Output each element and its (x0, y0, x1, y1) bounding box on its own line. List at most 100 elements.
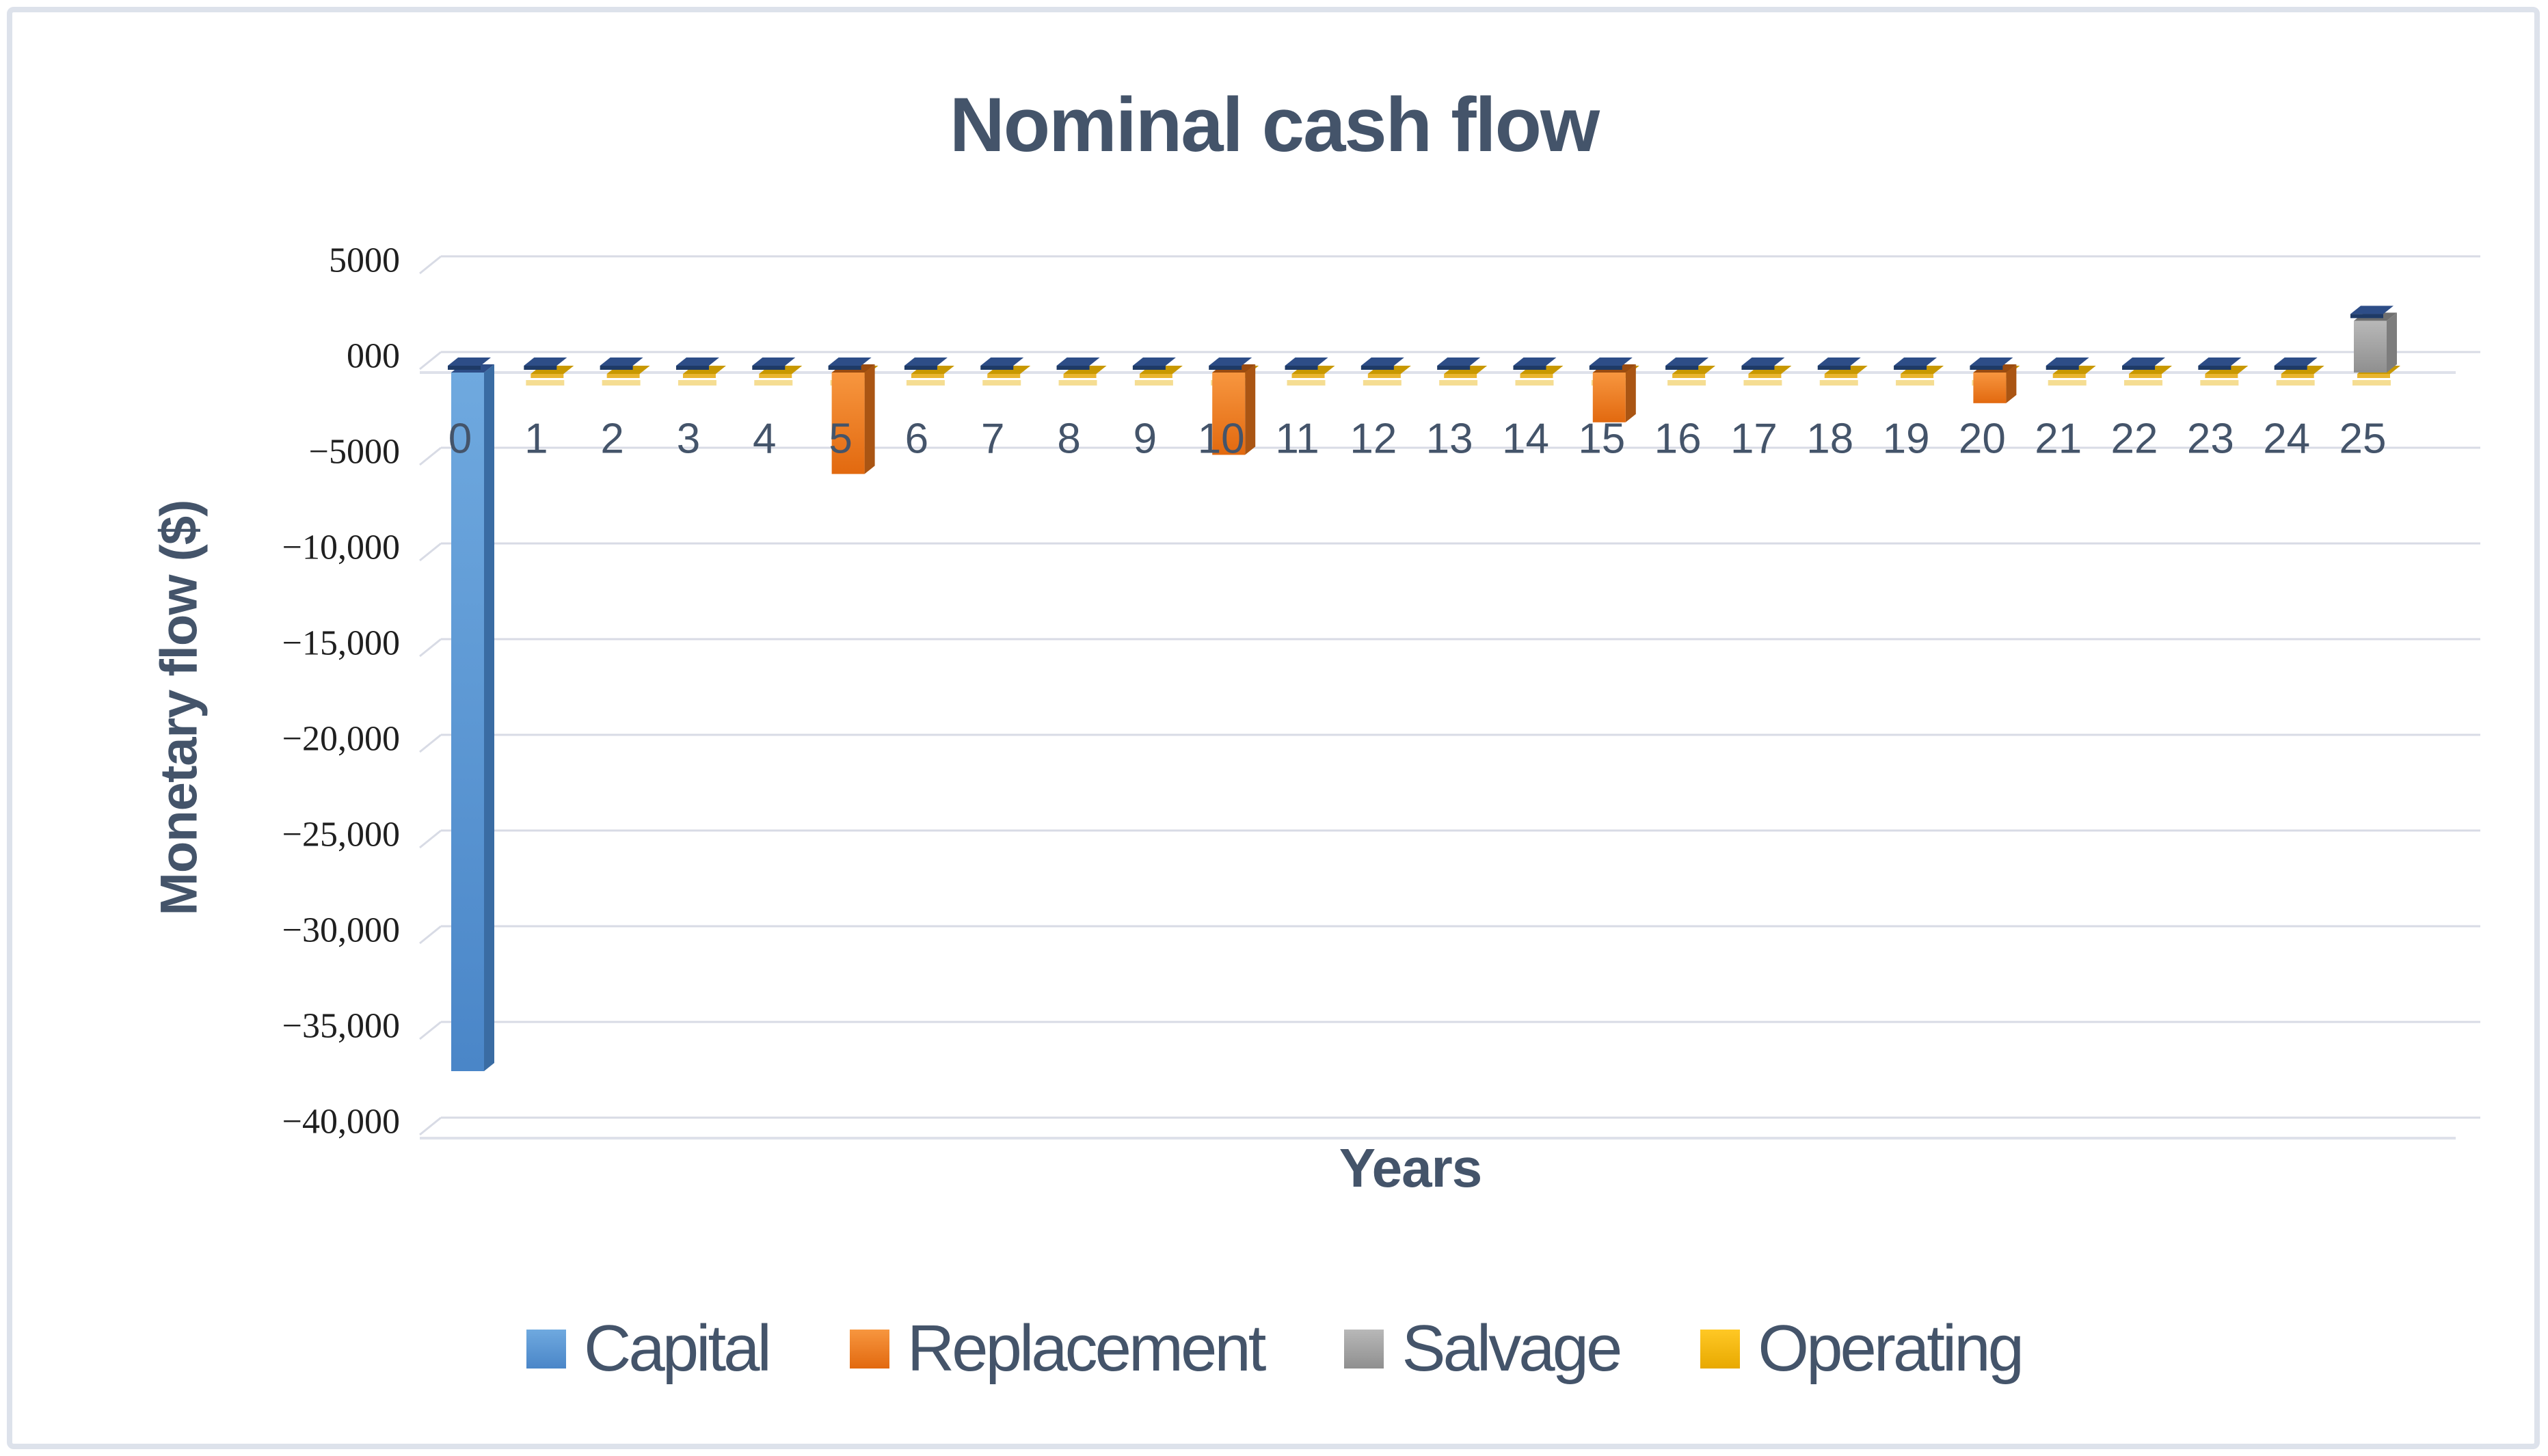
bar-operating-shadow-year-13 (1439, 380, 1478, 386)
bar-operating-shadow-year-16 (1667, 380, 1706, 386)
y-tick-label: −15,000 (282, 624, 400, 663)
legend-item-replacement: Replacement (849, 1312, 1267, 1385)
zero-cap-year-5 (828, 358, 872, 366)
zero-cap-lip-year-2 (600, 366, 633, 370)
zero-cap-year-8 (1056, 358, 1100, 366)
y-tick-label: 5000 (329, 241, 400, 280)
zero-cap-year-13 (1437, 358, 1481, 366)
legend-label-operating: Operating (1758, 1312, 2024, 1385)
x-category-label: 9 (1134, 416, 1157, 463)
gridline-wall-jog (419, 255, 442, 275)
zero-cap-lip-year-6 (904, 366, 937, 370)
x-category-label: 13 (1426, 416, 1473, 463)
bar-capital-side-year-0 (484, 364, 494, 1071)
gridline-wall-jog (419, 446, 442, 466)
legend-label-salvage: Salvage (1402, 1312, 1622, 1385)
bar-operating-shadow-year-3 (678, 380, 716, 386)
bar-operating-shadow-year-6 (906, 380, 945, 386)
x-category-label: 4 (753, 416, 776, 463)
gridline-wall-jog (419, 829, 442, 849)
y-tick-label: −30,000 (282, 911, 400, 950)
bar-operating-lip-year-17 (1748, 374, 1782, 378)
x-category-label: 22 (2111, 416, 2158, 463)
zero-cap-year-4 (752, 358, 796, 366)
zero-cap-year-7 (980, 358, 1024, 366)
zero-cap-year-15 (1589, 358, 1633, 366)
zero-cap-year-19 (1894, 358, 1937, 366)
zero-cap-year-16 (1665, 358, 1709, 366)
bar-operating-lip-year-8 (1063, 374, 1097, 378)
legend-swatch-replacement-icon (849, 1329, 889, 1369)
x-category-label: 18 (1806, 416, 1853, 463)
bar-salvage-side-year-25 (2387, 312, 2397, 373)
zero-cap-lip-year-22 (2122, 366, 2156, 370)
x-category-label: 15 (1578, 416, 1625, 463)
zero-cap-year-1 (524, 358, 567, 366)
y-tick-label: −5000 (309, 433, 400, 472)
x-category-label: 12 (1350, 416, 1397, 463)
zero-cap-year-10 (1209, 358, 1252, 366)
x-category-label: 0 (448, 416, 472, 463)
zero-cap-lip-year-19 (1894, 366, 1927, 370)
bar-operating-lip-year-24 (2281, 374, 2314, 378)
zero-cap-lip-year-13 (1437, 366, 1471, 370)
zero-cap-lip-year-20 (1970, 366, 2003, 370)
gridline-wall-jog (419, 638, 442, 658)
bar-operating-lip-year-9 (1139, 374, 1172, 378)
legend-swatch-operating-icon (1700, 1329, 1741, 1369)
zero-cap-lip-year-1 (524, 366, 557, 370)
y-tick-label: −10,000 (282, 528, 400, 567)
x-category-label: 14 (1502, 416, 1549, 463)
bar-operating-lip-year-11 (1291, 374, 1325, 378)
x-category-label: 2 (600, 416, 623, 463)
zero-cap-lip-year-21 (2046, 366, 2079, 370)
bar-operating-lip-year-3 (682, 374, 716, 378)
bar-operating-lip-year-7 (987, 374, 1021, 378)
zero-cap-lip-year-18 (1817, 366, 1851, 370)
bar-operating-shadow-year-21 (2048, 380, 2087, 386)
x-category-label: 24 (2263, 416, 2310, 463)
y-tick-label: −40,000 (282, 1103, 400, 1142)
bar-operating-shadow-year-2 (602, 380, 641, 386)
bar-operating-shadow-year-19 (1896, 380, 1935, 386)
zero-cap-lip-year-10 (1209, 366, 1242, 370)
bar-replacement-year-5 (831, 373, 865, 474)
bar-operating-lip-year-25 (2357, 374, 2390, 378)
bar-operating-shadow-year-12 (1363, 380, 1402, 386)
legend-label-replacement: Replacement (907, 1312, 1267, 1385)
gridline-wall-jog (419, 1116, 442, 1136)
bar-operating-lip-year-14 (1520, 374, 1553, 378)
bar-operating-lip-year-23 (2205, 374, 2238, 378)
zero-cap-year-3 (675, 358, 719, 366)
bar-salvage-year-25 (2354, 321, 2387, 373)
bar-replacement-side-year-20 (2006, 364, 2017, 403)
zero-cap-lip-year-16 (1665, 366, 1699, 370)
bar-replacement-year-20 (1973, 373, 2007, 403)
y-tick-label: −25,000 (282, 815, 400, 854)
zero-cap-year-17 (1741, 358, 1785, 366)
zero-cap-lip-year-7 (980, 366, 1014, 370)
bar-operating-lip-year-19 (1901, 374, 1934, 378)
y-tick-label: 000 (347, 337, 400, 376)
zero-cap-year-24 (2274, 358, 2318, 366)
bar-operating-lip-year-21 (2052, 374, 2086, 378)
gridline-wall-jog (419, 1021, 442, 1040)
zero-cap-lip-year-12 (1360, 366, 1394, 370)
gridline-wall-jog (419, 925, 442, 945)
zero-cap-year-25 (2350, 306, 2393, 314)
zero-cap-year-6 (904, 358, 948, 366)
zero-cap-year-20 (1970, 358, 2013, 366)
bar-operating-lip-year-13 (1444, 374, 1477, 378)
bar-operating-lip-year-1 (531, 374, 564, 378)
bar-replacement-year-10 (1212, 373, 1246, 455)
zero-cap-year-12 (1360, 358, 1404, 366)
x-category-label: 21 (2035, 416, 2082, 463)
zero-cap-lip-year-17 (1741, 366, 1775, 370)
bar-operating-lip-year-16 (1672, 374, 1706, 378)
zero-cap-year-2 (600, 358, 643, 366)
x-category-label: 11 (1275, 416, 1319, 463)
bar-operating-shadow-year-18 (1819, 380, 1858, 386)
bar-operating-shadow-year-14 (1515, 380, 1554, 386)
zero-cap-lip-year-4 (752, 366, 786, 370)
